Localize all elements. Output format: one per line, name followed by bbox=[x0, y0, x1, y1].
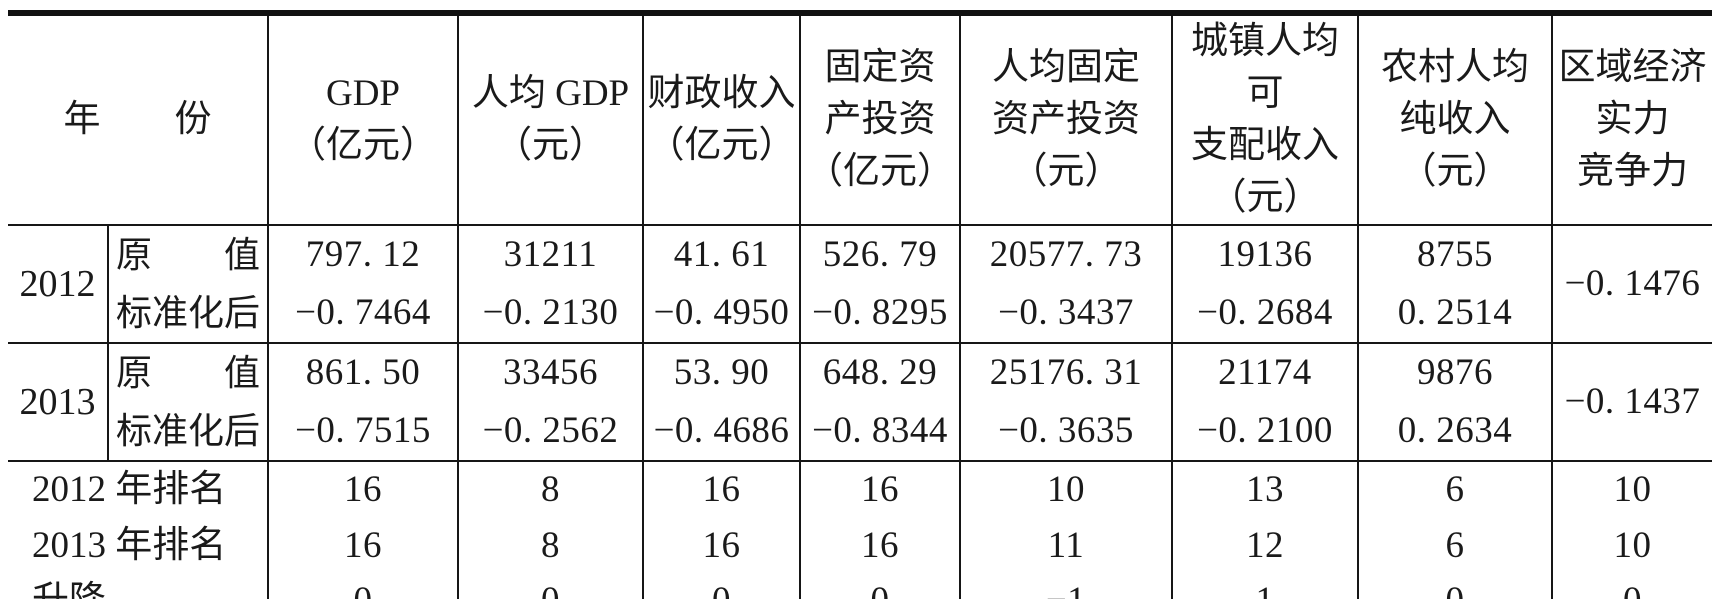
rank-cell: 8 bbox=[457, 460, 644, 518]
value-cell: −0. 3635 bbox=[959, 402, 1173, 461]
rank-cell: 13 bbox=[1171, 460, 1359, 518]
rank-label-2013: 2013 年排名 bbox=[8, 517, 269, 573]
value-cell: −0. 8344 bbox=[799, 402, 961, 461]
header-cell-fixed-investment-per-capita: 人均固定 资产投资 （元） bbox=[959, 13, 1173, 225]
value-cell: 21174 bbox=[1171, 342, 1359, 402]
rank-cell: 16 bbox=[267, 517, 459, 573]
rank-change-cell: −1 bbox=[959, 573, 1173, 599]
value-cell: 861. 50 bbox=[267, 342, 459, 402]
table-header-row: 年 份 GDP （亿元） 人均 GDP （元） 财政收入 （亿元） 固定资 产投… bbox=[8, 13, 1712, 225]
rank-change-cell: 0 bbox=[642, 573, 801, 599]
year-cell-2012: 2012 bbox=[8, 224, 109, 343]
rank-label-2012: 2012 年排名 bbox=[8, 460, 269, 518]
rank-cell: 6 bbox=[1357, 517, 1553, 573]
rank-change-cell: 1 bbox=[1171, 573, 1359, 599]
rank-change-cell: 0 bbox=[799, 573, 961, 599]
rank-cell: 10 bbox=[959, 460, 1173, 518]
table-row-rank-2012: 2012 年排名 16 8 16 16 10 13 6 10 bbox=[8, 460, 1712, 518]
header-cell-gdp: GDP （亿元） bbox=[267, 13, 459, 225]
rank-cell: 11 bbox=[959, 517, 1173, 573]
value-cell: 53. 90 bbox=[642, 342, 801, 402]
value-cell: 797. 12 bbox=[267, 224, 459, 284]
value-cell: −0. 7464 bbox=[267, 284, 459, 343]
header-cell-rural-income: 农村人均 纯收入 （元） bbox=[1357, 13, 1553, 225]
rank-cell: 12 bbox=[1171, 517, 1359, 573]
rank-cell: 10 bbox=[1551, 460, 1712, 518]
table-row: 标准化后 −0. 7464 −0. 2130 −0. 4950 −0. 8295… bbox=[8, 284, 1712, 343]
rank-change-cell: 0 bbox=[267, 573, 459, 599]
value-cell: 9876 bbox=[1357, 342, 1553, 402]
header-cell-urban-income: 城镇人均可 支配收入 （元） bbox=[1171, 13, 1359, 225]
header-cell-fixed-investment: 固定资 产投资 （亿元） bbox=[799, 13, 961, 225]
value-cell: 8755 bbox=[1357, 224, 1553, 284]
rank-change-cell: 0 bbox=[457, 573, 644, 599]
rank-cell: 16 bbox=[267, 460, 459, 518]
rank-change-cell: 0 bbox=[1357, 573, 1553, 599]
value-cell: −0. 4950 bbox=[642, 284, 801, 343]
header-cell-fiscal-revenue: 财政收入 （亿元） bbox=[642, 13, 801, 225]
value-cell: −0. 2100 bbox=[1171, 402, 1359, 461]
header-cell-regional-strength: 区域经济 实力 竞争力 bbox=[1551, 13, 1712, 225]
value-cell: −0. 3437 bbox=[959, 284, 1173, 343]
table-row: 标准化后 −0. 7515 −0. 2562 −0. 4686 −0. 8344… bbox=[8, 402, 1712, 461]
rank-cell: 6 bbox=[1357, 460, 1553, 518]
rank-change-label: 升降 bbox=[8, 573, 269, 599]
rank-cell: 8 bbox=[457, 517, 644, 573]
value-cell: 19136 bbox=[1171, 224, 1359, 284]
rank-cell: 16 bbox=[642, 517, 801, 573]
rank-cell: 16 bbox=[799, 460, 961, 518]
rank-cell: 16 bbox=[642, 460, 801, 518]
economic-indicators-table: 年 份 GDP （亿元） 人均 GDP （元） 财政收入 （亿元） 固定资 产投… bbox=[8, 10, 1712, 599]
value-cell: 526. 79 bbox=[799, 224, 961, 284]
row-type-standardized: 标准化后 bbox=[108, 402, 269, 461]
value-cell: −0. 2684 bbox=[1171, 284, 1359, 343]
rank-cell: 16 bbox=[799, 517, 961, 573]
rank-change-cell: 0 bbox=[1551, 573, 1712, 599]
year-cell-2013: 2013 bbox=[8, 342, 109, 461]
table-row: 2012 原 值 797. 12 31211 41. 61 526. 79 20… bbox=[8, 224, 1712, 343]
value-cell: 20577. 73 bbox=[959, 224, 1173, 284]
value-cell: −0. 2130 bbox=[457, 284, 644, 343]
table-row-rank-change: 升降 0 0 0 0 −1 1 0 0 bbox=[8, 573, 1712, 599]
value-cell: 0. 2634 bbox=[1357, 402, 1552, 461]
value-cell: 31211 bbox=[457, 224, 644, 284]
value-cell: −0. 8295 bbox=[799, 284, 961, 343]
value-cell: −0. 2562 bbox=[457, 402, 644, 461]
header-cell-year: 年 份 bbox=[8, 13, 269, 225]
value-cell: 33456 bbox=[457, 342, 644, 402]
row-type-standardized: 标准化后 bbox=[108, 284, 269, 343]
value-cell: 25176. 31 bbox=[959, 342, 1173, 402]
value-cell: −0. 7515 bbox=[267, 402, 459, 461]
value-cell: 648. 29 bbox=[799, 342, 961, 402]
table-row-rank-2013: 2013 年排名 16 8 16 16 11 12 6 10 bbox=[8, 517, 1712, 573]
rank-cell: 10 bbox=[1551, 517, 1712, 573]
value-cell: 0. 2514 bbox=[1357, 284, 1552, 343]
value-cell: 41. 61 bbox=[642, 224, 801, 284]
table-row: 2013 原 值 861. 50 33456 53. 90 648. 29 25… bbox=[8, 342, 1712, 461]
row-type-original: 原 值 bbox=[107, 224, 269, 284]
composite-score-cell-2012: −0. 1476 bbox=[1551, 224, 1712, 343]
value-cell: −0. 4686 bbox=[642, 402, 801, 461]
header-cell-gdp-per-capita: 人均 GDP （元） bbox=[457, 13, 644, 225]
composite-score-cell-2013: −0. 1437 bbox=[1551, 342, 1712, 461]
row-type-original: 原 值 bbox=[107, 342, 269, 402]
